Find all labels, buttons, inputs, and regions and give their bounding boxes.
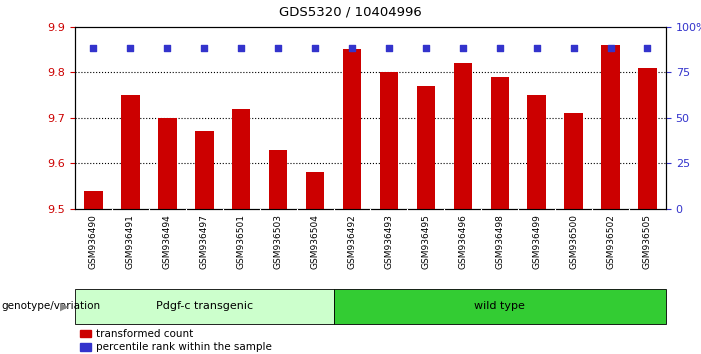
Text: GSM936503: GSM936503 (273, 215, 283, 269)
Text: GSM936502: GSM936502 (606, 215, 615, 269)
Bar (416, 86, 435, 209)
Text: GSM936493: GSM936493 (384, 215, 393, 269)
Bar (75, 289, 334, 324)
Text: GSM936494: GSM936494 (163, 215, 172, 269)
Text: GSM936495: GSM936495 (421, 215, 430, 269)
Point (162, 46, 173, 51)
Bar (334, 289, 666, 324)
Point (457, 46, 468, 51)
Bar (84, 191, 103, 209)
Bar (343, 49, 361, 209)
Bar (380, 72, 398, 209)
Point (494, 46, 505, 51)
Bar (306, 172, 325, 209)
Point (273, 46, 284, 51)
Bar (527, 95, 546, 209)
Point (642, 46, 653, 51)
Point (198, 46, 210, 51)
Point (309, 46, 320, 51)
Bar (269, 150, 287, 209)
Point (568, 46, 579, 51)
Bar (232, 109, 250, 209)
Point (531, 46, 543, 51)
Text: GSM936499: GSM936499 (532, 215, 541, 269)
Bar (454, 63, 472, 209)
Text: GSM936491: GSM936491 (126, 215, 135, 269)
Point (383, 46, 395, 51)
Text: GSM936505: GSM936505 (643, 215, 652, 269)
Text: genotype/variation: genotype/variation (1, 301, 100, 311)
Bar (564, 113, 583, 209)
Bar (195, 131, 214, 209)
Bar (491, 77, 509, 209)
Text: GSM936498: GSM936498 (495, 215, 504, 269)
Text: GSM936500: GSM936500 (569, 215, 578, 269)
Text: Pdgf-c transgenic: Pdgf-c transgenic (156, 301, 253, 311)
Text: GSM936496: GSM936496 (458, 215, 468, 269)
Point (236, 46, 247, 51)
Bar (121, 95, 139, 209)
Text: GDS5320 / 10404996: GDS5320 / 10404996 (279, 5, 422, 18)
Point (605, 46, 616, 51)
Bar (638, 68, 657, 209)
Text: GSM936492: GSM936492 (348, 215, 357, 269)
Bar (158, 118, 177, 209)
Text: GSM936501: GSM936501 (237, 215, 246, 269)
Text: GSM936490: GSM936490 (89, 215, 98, 269)
Point (125, 46, 136, 51)
Point (88, 46, 99, 51)
Text: ▶: ▶ (60, 301, 69, 311)
Text: GSM936504: GSM936504 (311, 215, 320, 269)
Text: GSM936497: GSM936497 (200, 215, 209, 269)
Bar (601, 45, 620, 209)
Point (346, 46, 358, 51)
Point (421, 46, 432, 51)
Text: wild type: wild type (475, 301, 525, 311)
Legend: transformed count, percentile rank within the sample: transformed count, percentile rank withi… (80, 329, 272, 352)
